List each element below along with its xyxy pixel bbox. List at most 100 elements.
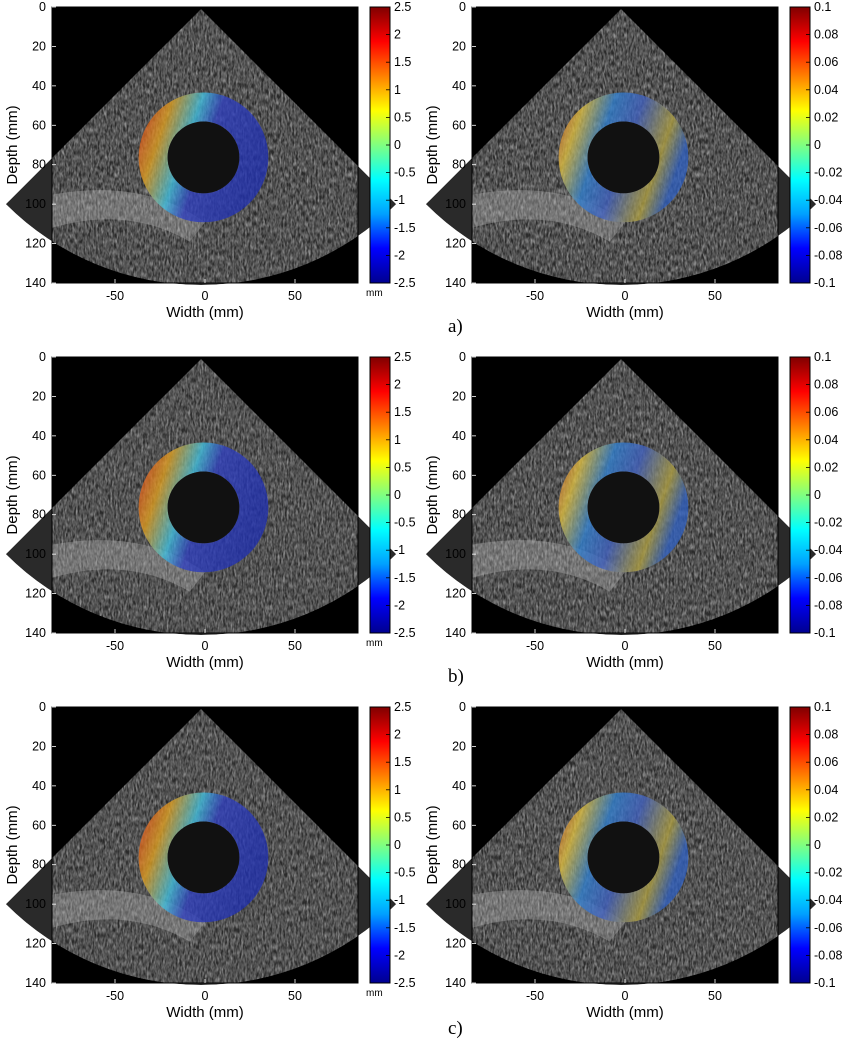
ventricle-cavity xyxy=(167,121,240,194)
colorbar-tick-label: 1 xyxy=(394,783,401,797)
colorbar-tick-label: -0.04 xyxy=(814,893,843,907)
colorbar-tick-label: -2.5 xyxy=(394,276,416,290)
colorbar-tick-label: 0.04 xyxy=(814,783,838,797)
colorbar-tick-label: -0.5 xyxy=(394,866,416,880)
y-tick-label: 140 xyxy=(445,976,466,990)
colorbar-tick-label: 0.08 xyxy=(814,378,838,392)
y-tick-label: 60 xyxy=(452,118,466,132)
x-tick-label: 50 xyxy=(708,989,722,1003)
x-tick-label: 0 xyxy=(622,289,629,303)
y-axis-label: Depth (mm) xyxy=(4,105,21,184)
y-tick-label: 20 xyxy=(452,739,466,753)
colorbar-tick-label: -1.5 xyxy=(394,571,416,585)
colorbar-tick-label: 1 xyxy=(394,83,401,97)
colorbar-tick-label: 2 xyxy=(394,378,401,392)
colorbar-tick-label: 0.04 xyxy=(814,433,838,447)
y-tick-label: 0 xyxy=(39,0,46,14)
myocardium-overlay xyxy=(138,442,269,573)
colorbar-tick-label: 1 xyxy=(394,433,401,447)
colorbar-unit-label: mm xyxy=(366,988,383,999)
x-tick-label: -50 xyxy=(106,989,124,1003)
colorbar-tick-label: 1.5 xyxy=(394,405,411,419)
colorbar-tick-label: -2 xyxy=(394,248,405,262)
x-tick-label: -50 xyxy=(526,989,544,1003)
colorbar-tick-label: 2.5 xyxy=(394,350,411,364)
displacement-panel: 0 20 40 60 80 100 120 140 -50 0 50 Width (mm) Depth … xyxy=(0,0,420,321)
subfigure-caption: c) xyxy=(448,1018,463,1039)
figure-row-c: 0 20 40 60 80 100 120 140 -50 0 50 Width (mm) Depth … xyxy=(0,700,843,1050)
y-tick-label: 120 xyxy=(25,237,46,251)
x-tick-label: 0 xyxy=(622,989,629,1003)
colorbar-tick-label: 0.08 xyxy=(814,28,838,42)
y-tick-label: 60 xyxy=(452,818,466,832)
colorbar-tick-label: -0.5 xyxy=(394,166,416,180)
strain-panel: 0 20 40 60 80 100 120 140 -50 0 50 Width (mm) Depth … xyxy=(420,350,843,671)
colorbar-tick-label: -2 xyxy=(394,948,405,962)
y-tick-label: 80 xyxy=(452,858,466,872)
x-tick-label: -50 xyxy=(106,289,124,303)
y-tick-label: 80 xyxy=(452,158,466,172)
colorbar-tick-label: -1.5 xyxy=(394,221,416,235)
colorbar-tick-label: 0.1 xyxy=(814,0,831,14)
y-tick-label: 140 xyxy=(445,626,466,640)
colorbar-tick-label: -0.1 xyxy=(814,276,836,290)
colorbar-tick-label: 1.5 xyxy=(394,755,411,769)
y-tick-label: 60 xyxy=(32,468,46,482)
x-tick-label: -50 xyxy=(526,639,544,653)
y-tick-label: 80 xyxy=(32,858,46,872)
y-tick-label: 120 xyxy=(25,587,46,601)
colorbar-tick-label: 0 xyxy=(394,138,401,152)
colorbar-tick-label: 0.5 xyxy=(394,110,411,124)
strain-plot: 0 20 40 60 80 100 120 140 -50 0 50 Width (mm) Depth … xyxy=(424,350,843,671)
colorbar-tick-label: 0.04 xyxy=(814,83,838,97)
x-tick-label: 50 xyxy=(708,639,722,653)
strain-panel: 0 20 40 60 80 100 120 140 -50 0 50 Width (mm) Depth … xyxy=(420,700,843,1021)
y-tick-label: 20 xyxy=(32,739,46,753)
x-tick-label: 0 xyxy=(202,289,209,303)
y-tick-label: 20 xyxy=(32,39,46,53)
y-axis-label: Depth (mm) xyxy=(4,455,21,534)
figure-row-b: 0 20 40 60 80 100 120 140 -50 0 50 Width (mm) Depth … xyxy=(0,350,843,700)
colorbar-tick-label: 0.06 xyxy=(814,755,838,769)
colorbar-tick-label: -1 xyxy=(394,893,405,907)
x-tick-label: 50 xyxy=(288,989,302,1003)
y-axis-label: Depth (mm) xyxy=(424,455,441,534)
x-tick-label: 0 xyxy=(202,639,209,653)
subfigure-caption: a) xyxy=(448,316,463,337)
displacement-panel: 0 20 40 60 80 100 120 140 -50 0 50 Width (mm) Depth … xyxy=(0,700,420,1021)
y-tick-label: 100 xyxy=(445,897,466,911)
colorbar-tick-label: 0 xyxy=(814,838,821,852)
colorbar-tick-label: 0.06 xyxy=(814,55,838,69)
y-tick-label: 40 xyxy=(32,779,46,793)
x-axis-label: Width (mm) xyxy=(166,304,244,321)
y-axis-label: Depth (mm) xyxy=(424,105,441,184)
colorbar-tick-label: -0.02 xyxy=(814,166,843,180)
colorbar-tick-label: -0.1 xyxy=(814,976,836,990)
subfigure-caption: b) xyxy=(448,666,464,687)
ventricle-cavity xyxy=(167,471,240,544)
x-tick-label: -50 xyxy=(106,639,124,653)
colorbar-unit-label: mm xyxy=(366,638,383,649)
x-tick-label: 0 xyxy=(622,639,629,653)
y-tick-label: 20 xyxy=(452,389,466,403)
ventricle-cavity xyxy=(167,821,240,894)
y-tick-label: 100 xyxy=(25,897,46,911)
colorbar-tick-label: 0.5 xyxy=(394,460,411,474)
colorbar-tick-label: -1 xyxy=(394,193,405,207)
strain-plot: 0 20 40 60 80 100 120 140 -50 0 50 Width (mm) Depth … xyxy=(424,700,843,1021)
x-tick-label: 50 xyxy=(288,639,302,653)
y-tick-label: 0 xyxy=(39,350,46,364)
y-tick-label: 100 xyxy=(445,547,466,561)
y-tick-label: 120 xyxy=(445,587,466,601)
colorbar-tick-label: 2 xyxy=(394,28,401,42)
y-tick-label: 40 xyxy=(32,429,46,443)
x-tick-label: 50 xyxy=(288,289,302,303)
colorbar-tick-label: -0.08 xyxy=(814,598,843,612)
y-axis-label: Depth (mm) xyxy=(4,805,21,884)
x-axis-label: Width (mm) xyxy=(586,304,664,321)
y-tick-label: 60 xyxy=(32,118,46,132)
strain-panel: 0 20 40 60 80 100 120 140 -50 0 50 Width (mm) Depth … xyxy=(420,0,843,321)
colorbar-tick-label: 0 xyxy=(394,488,401,502)
